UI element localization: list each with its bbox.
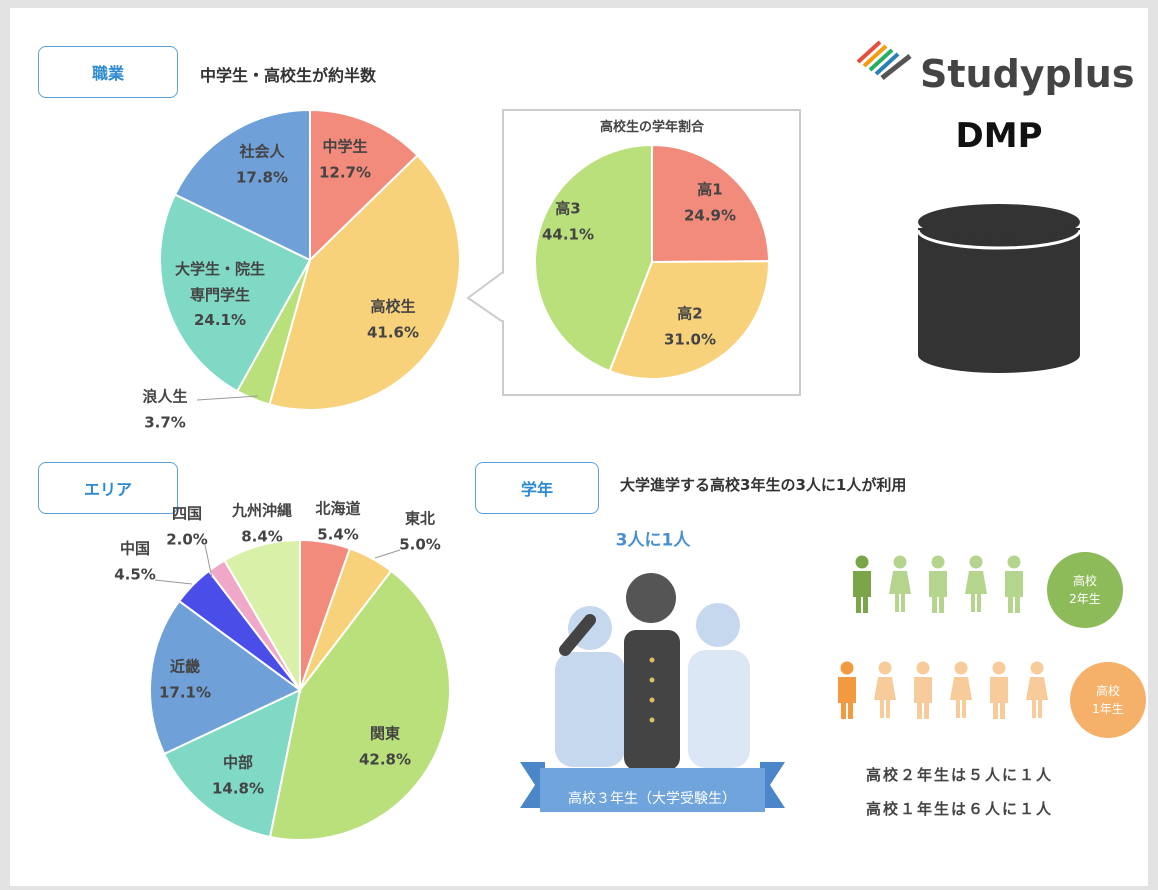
person-body	[1026, 677, 1048, 718]
person-head	[841, 662, 854, 675]
category-label: 東北	[399, 507, 441, 533]
value-label: 14.8%	[212, 776, 264, 802]
value-label: 24.1%	[175, 308, 265, 334]
category-label: 四国	[166, 502, 208, 528]
logo-mark	[858, 42, 910, 78]
category-label: 大学生・院生 専門学生	[175, 257, 265, 308]
category-label: 中国	[114, 537, 156, 563]
value-label: 41.6%	[367, 320, 419, 346]
leader-line	[375, 550, 400, 558]
people-icons	[838, 556, 1048, 720]
value-label: 17.8%	[236, 165, 288, 191]
value-label: 12.7%	[319, 160, 371, 186]
value-label: 42.8%	[359, 747, 411, 773]
leader-line	[155, 580, 192, 584]
person-body	[889, 571, 911, 612]
logo-text: Studyplus	[920, 52, 1134, 96]
value-label: 3.7%	[142, 410, 187, 436]
person-body	[965, 571, 987, 612]
category-label: 高3	[542, 197, 594, 223]
category-label: 高1	[684, 178, 736, 204]
note: 高校２年生は５人に１人	[866, 764, 1053, 785]
category-label: 高2	[664, 302, 716, 328]
value-label: 4.5%	[114, 562, 156, 588]
section-tag: エリア	[38, 462, 178, 514]
category-label: 近畿	[159, 655, 211, 681]
note: 高校１年生は６人に１人	[866, 798, 1053, 819]
ribbon-text: 高校３年生（大学受験生）	[568, 788, 736, 812]
person-body	[838, 677, 856, 719]
inset-title: 高校生の学年割合	[600, 117, 704, 139]
badge: 高校 1年生	[1070, 662, 1146, 738]
value-label: 44.1%	[542, 222, 594, 248]
value-label: 5.0%	[399, 532, 441, 558]
person-body	[853, 571, 871, 613]
person-body	[929, 571, 947, 613]
person-body	[1005, 571, 1023, 613]
badge: 高校 2年生	[1047, 552, 1123, 628]
person-head	[917, 662, 930, 675]
category-label: 中部	[212, 751, 264, 777]
chart-title: 中学生・高校生が約半数	[200, 62, 376, 86]
value-label: 8.4%	[232, 524, 292, 550]
ratio-text: 3人に1人	[616, 527, 691, 556]
person-head	[970, 556, 983, 569]
page: 職業 中学生・高校生が約半数 高校生の学年割合 Studyplus DMP エリ…	[0, 0, 1158, 890]
category-label: 高校生	[367, 295, 419, 321]
person-head	[932, 556, 945, 569]
value-label: 17.1%	[159, 680, 211, 706]
person-body	[874, 677, 896, 718]
person-head	[993, 662, 1006, 675]
person-body	[950, 677, 972, 718]
brand-subtitle: DMP	[956, 116, 1043, 156]
callout	[468, 272, 503, 322]
category-label: 関東	[359, 722, 411, 748]
category-label: 北海道	[315, 497, 360, 523]
section-tag: 職業	[38, 46, 178, 98]
category-label: 浪人生	[142, 385, 187, 411]
person-head	[955, 662, 968, 675]
value-label: 24.9%	[684, 203, 736, 229]
section-tag: 学年	[475, 462, 599, 514]
category-label: 中学生	[319, 135, 371, 161]
value-label: 31.0%	[664, 327, 716, 353]
person-head	[894, 556, 907, 569]
person-body	[914, 677, 932, 719]
value-label: 5.4%	[315, 522, 360, 548]
person-body	[990, 677, 1008, 719]
slice-label: 関東42.8%	[359, 722, 411, 773]
person-head	[1031, 662, 1044, 675]
illustration	[520, 573, 785, 812]
section-heading: 大学進学する高校3年生の3人に1人が利用	[620, 474, 906, 495]
category-label: 九州沖縄	[232, 499, 292, 525]
person-head	[856, 556, 869, 569]
category-label: 社会人	[236, 140, 288, 166]
database-icon	[918, 204, 1080, 373]
person-head	[879, 662, 892, 675]
value-label: 2.0%	[166, 527, 208, 553]
person-head	[1008, 556, 1021, 569]
